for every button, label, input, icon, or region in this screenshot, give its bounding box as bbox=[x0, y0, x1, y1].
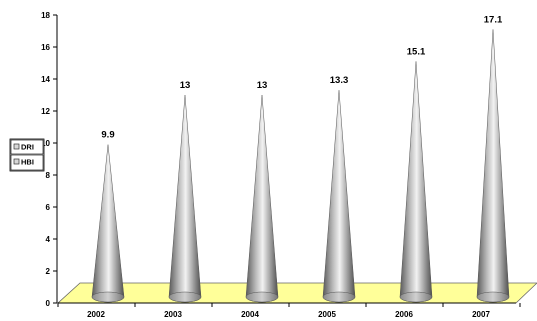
x-tick-label: 2004 bbox=[241, 310, 259, 319]
y-tick-label: 12 bbox=[41, 107, 50, 116]
x-tick-label: 2006 bbox=[395, 310, 413, 319]
data-label: 13 bbox=[257, 80, 268, 91]
x-tick-label: 2003 bbox=[164, 310, 182, 319]
cone-bar bbox=[322, 90, 356, 303]
y-tick-label: 4 bbox=[46, 235, 51, 244]
chart-floor bbox=[56, 282, 537, 304]
y-tick-label: 10 bbox=[41, 139, 50, 148]
legend-label: HBI bbox=[21, 158, 34, 167]
y-tick-label: 14 bbox=[41, 75, 50, 84]
legend-label: DRI bbox=[21, 143, 34, 152]
x-tick-label: 2007 bbox=[472, 310, 490, 319]
y-tick-label: 0 bbox=[46, 299, 51, 308]
legend-swatch bbox=[13, 143, 20, 150]
cone-bar bbox=[91, 144, 125, 303]
legend: DRI HBI bbox=[9, 138, 45, 172]
data-label: 17.1 bbox=[484, 14, 503, 25]
legend-entry-box bbox=[10, 139, 44, 155]
legend-swatch bbox=[13, 158, 20, 165]
y-tick-label: 8 bbox=[46, 171, 51, 180]
cone-bar bbox=[168, 94, 202, 303]
y-tick-label: 16 bbox=[41, 43, 50, 52]
cone-bar bbox=[399, 61, 433, 303]
data-label: 13 bbox=[180, 80, 191, 91]
y-tick-label: 6 bbox=[46, 203, 51, 212]
data-label: 9.9 bbox=[101, 130, 114, 141]
y-tick-label: 18 bbox=[41, 11, 50, 20]
cone-bar bbox=[476, 29, 510, 303]
data-label: 13.3 bbox=[330, 75, 349, 86]
x-tick-label: 2002 bbox=[87, 310, 105, 319]
cone-bar bbox=[245, 94, 279, 303]
y-tick-label: 2 bbox=[46, 267, 51, 276]
x-tick-label: 2005 bbox=[318, 310, 336, 319]
data-label: 15.1 bbox=[407, 46, 426, 57]
